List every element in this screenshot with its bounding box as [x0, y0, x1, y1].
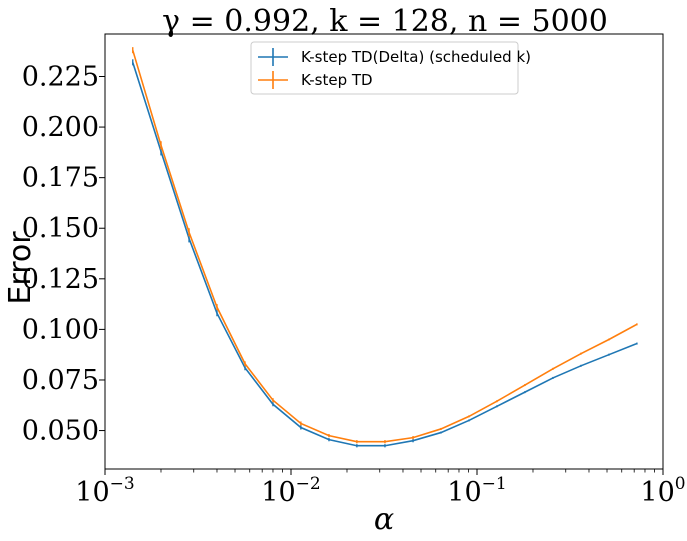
series-layer: [131, 47, 638, 448]
legend-label-2: K-step TD: [301, 71, 373, 89]
x-axis: 10−3 10−2 10−1 100: [75, 469, 686, 508]
x-tick-label: 100: [640, 474, 685, 508]
chart-title: γ = 0.992, k = 128, n = 5000: [162, 4, 608, 39]
legend-entry-2: K-step TD: [258, 71, 373, 89]
y-axis: 0.050 0.075 0.100 0.125 0.150 0.175 0.200 0.225: [22, 61, 105, 447]
y-tick-label: 0.225: [22, 61, 99, 92]
x-axis-label: α: [374, 502, 394, 537]
legend: K-step TD(Delta) (scheduled k) K-step TD: [250, 41, 531, 95]
plot-frame: [104, 33, 664, 470]
y-tick-label: 0.100: [22, 314, 99, 345]
y-tick-label: 0.200: [22, 112, 99, 143]
y-axis-label: Error: [3, 231, 38, 305]
y-tick-label: 0.075: [22, 365, 99, 396]
y-tick-label: 0.125: [22, 264, 99, 295]
y-tick-label: 0.050: [22, 416, 99, 447]
x-tick-label: 10−1: [447, 474, 506, 508]
y-tick-label: 0.150: [22, 213, 99, 244]
x-tick-label: 10−2: [261, 474, 320, 508]
y-tick-label: 0.175: [22, 163, 99, 194]
legend-entry-1: K-step TD(Delta) (scheduled k): [258, 48, 531, 66]
legend-box: [250, 41, 519, 95]
legend-label-1: K-step TD(Delta) (scheduled k): [301, 48, 531, 66]
x-tick-label: 10−3: [75, 474, 134, 508]
